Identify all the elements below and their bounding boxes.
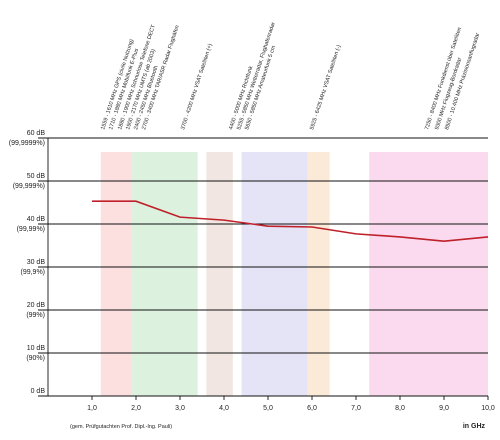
y-tick-percent: (90%) [26,355,45,362]
data-line [92,200,489,243]
band-label: 3700 - 4200 MHz VSAT Satelliten (+) [180,43,214,131]
frequency-band [241,152,308,396]
y-tick-label: 60 dB [27,130,46,137]
band-label: 5255 - 5850 MHz Wetterradar, Flughafenra… [236,21,277,130]
x-tick-label: 3,0 [175,405,185,412]
x-tick-label: 6,0 [307,405,317,412]
y-tick-label: 20 dB [27,302,46,309]
x-tick-label: 7,0 [351,405,361,412]
y-tick-percent: (99,99%) [17,226,45,233]
y-tick-label: 10 dB [27,345,46,352]
x-tick-label: 1,0 [87,405,97,412]
frequency-band [100,152,132,396]
frequency-band [369,152,488,396]
y-tick-label: 50 dB [27,173,46,180]
y-tick-label: 40 dB [27,216,46,223]
x-tick-label: 4,0 [219,405,229,412]
footnote: (gem. Prüfgutachten Prof. Dipl.-Ing. Pau… [70,424,172,430]
y-tick-label: 0 dB [31,388,46,395]
y-tick-percent: (99%) [26,312,45,319]
x-tick-label: 5,0 [263,405,273,412]
x-tick-label: 2,0 [131,405,141,412]
band-label: 5925 - 6425 MHz VSAT Satelliten (-) [309,44,342,130]
x-tick-label: 8,0 [395,405,405,412]
y-tick-label: 30 dB [27,259,46,266]
y-tick-percent: (99,999%) [13,183,45,190]
y-tick-percent: (99,9%) [20,269,45,276]
frequency-band [131,152,198,396]
x-tick-label: 10,0 [481,405,495,412]
x-axis-label: in GHz [463,423,486,430]
frequency-band [206,152,233,396]
y-tick-percent: (99,9999%) [9,140,45,147]
frequency-band [307,152,330,396]
x-tick-label: 9,0 [439,405,449,412]
